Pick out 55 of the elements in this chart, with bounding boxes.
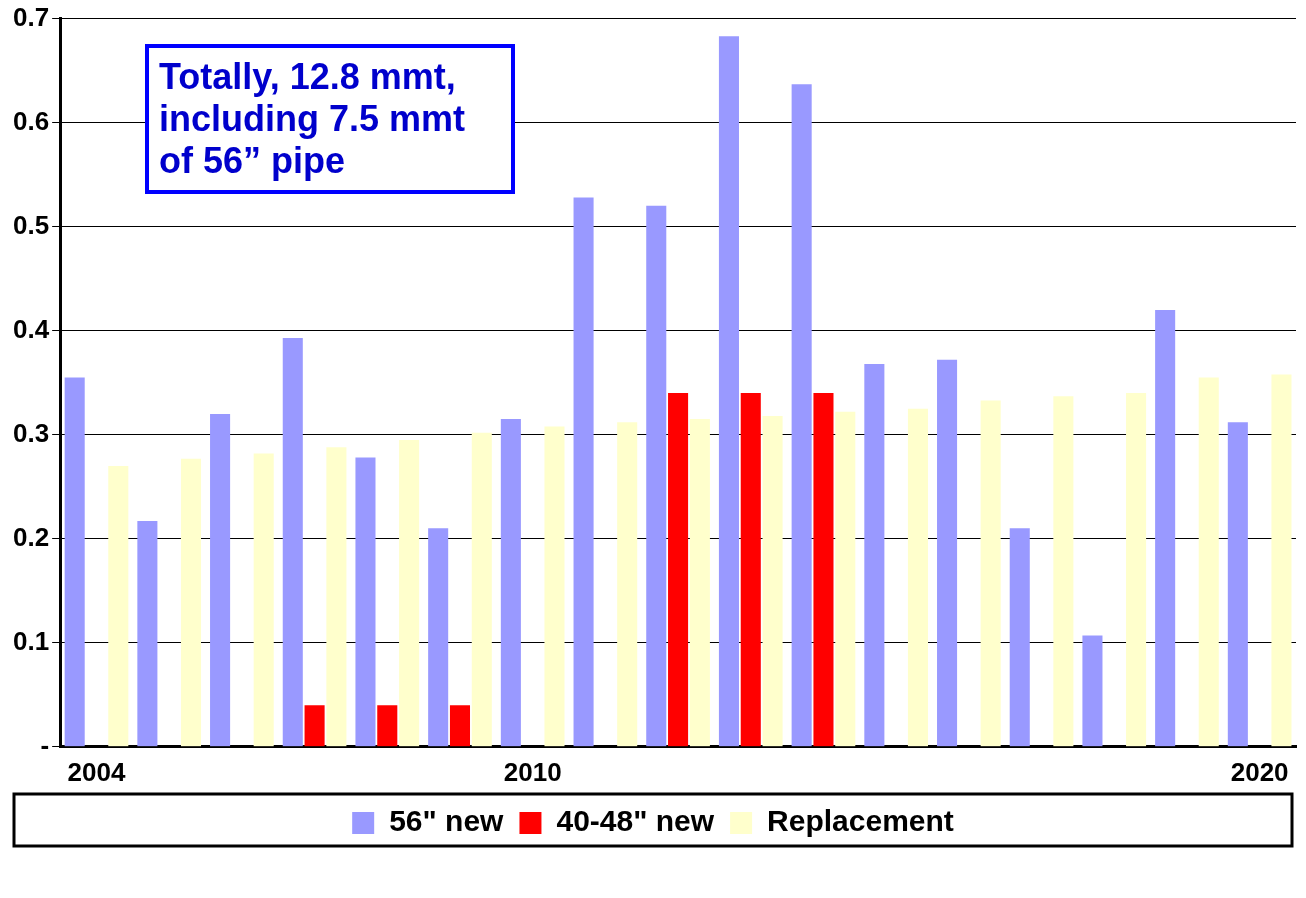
- bar: [646, 205, 667, 747]
- bar: [282, 337, 303, 747]
- bar: [180, 458, 202, 747]
- legend-label: Replacement: [767, 804, 954, 838]
- bar: [1155, 309, 1176, 747]
- bar: [718, 36, 739, 747]
- legend-label: 56" new: [389, 804, 505, 838]
- bar: [64, 377, 85, 747]
- bar: [813, 393, 834, 747]
- bar: [355, 457, 376, 747]
- bar: [937, 359, 958, 747]
- y-tick-label: 0.1: [12, 625, 50, 656]
- x-tick-label: 2020: [1230, 756, 1289, 787]
- bar: [500, 419, 521, 747]
- bar: [399, 439, 420, 747]
- bar: [689, 419, 710, 747]
- y-tick-label: 0.2: [12, 521, 50, 552]
- y-tick-label: 0.6: [12, 105, 50, 136]
- bar: [377, 705, 398, 747]
- y-tick-label: 0.5: [12, 209, 50, 240]
- y-tick-label: -: [40, 729, 50, 760]
- bar: [573, 197, 594, 747]
- bar: [907, 408, 929, 747]
- annotation: Totally, 12.8 mmt, including 7.5 mmt of 56” pipe: [145, 44, 515, 194]
- bar: [668, 393, 689, 747]
- bar: [835, 411, 856, 747]
- bar: [326, 447, 347, 747]
- bar: [428, 528, 449, 747]
- bar: [1009, 528, 1030, 747]
- bar: [1126, 393, 1147, 747]
- y-tick-label: 0.3: [12, 417, 50, 448]
- bar: [1271, 374, 1292, 747]
- bar: [864, 363, 885, 747]
- bar: [304, 705, 325, 747]
- bar: [449, 705, 471, 747]
- x-tick-label: 2004: [67, 756, 126, 787]
- bar: [108, 465, 129, 747]
- bar: [1082, 635, 1103, 747]
- bar: [791, 84, 812, 747]
- bar: [544, 426, 565, 747]
- bar: [471, 432, 492, 747]
- bar: [740, 393, 761, 747]
- bar: [253, 453, 274, 747]
- y-tick-label: 0.7: [12, 1, 50, 32]
- bar: [1227, 422, 1248, 747]
- legend-label: 40-48" new: [556, 804, 715, 838]
- y-tick-label: 0.4: [12, 313, 50, 344]
- bar: [762, 415, 783, 747]
- bar: [1053, 396, 1074, 747]
- bar: [210, 413, 231, 747]
- bar: [137, 521, 158, 747]
- x-tick-label: 2010: [503, 756, 562, 787]
- bar: [617, 422, 638, 747]
- bar: [1198, 377, 1219, 747]
- bar: [980, 400, 1001, 747]
